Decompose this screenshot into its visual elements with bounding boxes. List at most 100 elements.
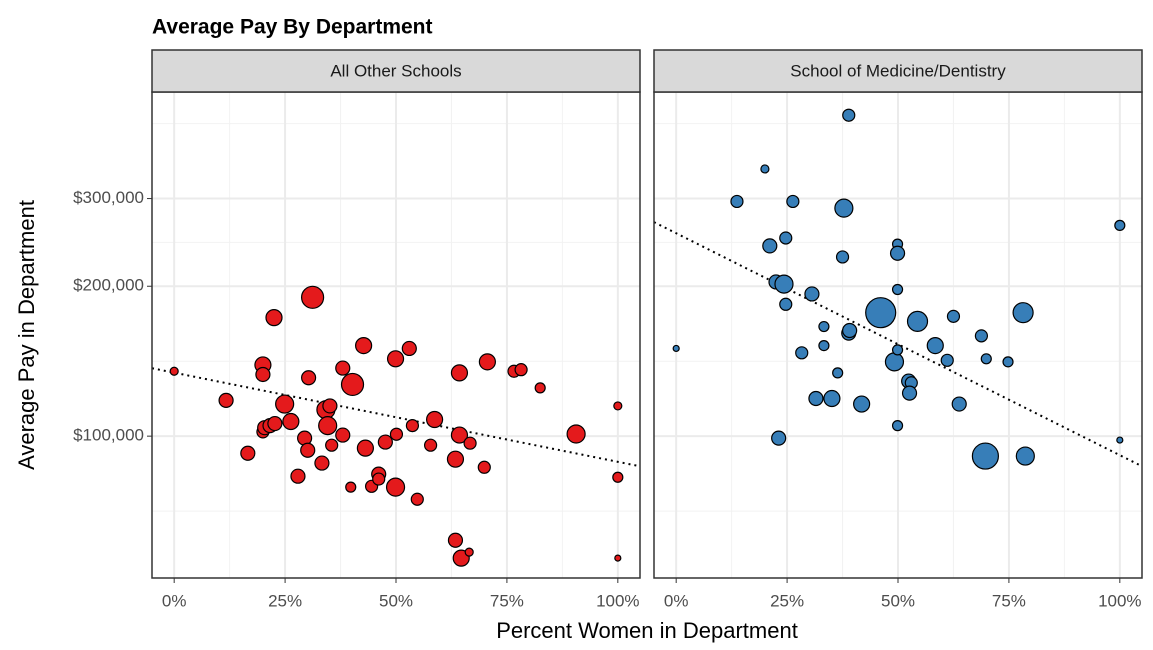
- point: [779, 231, 793, 245]
- x-tick-label: 100%: [596, 591, 639, 610]
- point: [614, 554, 622, 562]
- point: [891, 344, 904, 356]
- point: [612, 471, 624, 483]
- y-tick-label: $200,000: [73, 276, 144, 295]
- point: [613, 401, 623, 411]
- point: [971, 442, 999, 470]
- point: [478, 353, 496, 371]
- point: [356, 439, 374, 457]
- x-tick-label: 0%: [664, 591, 689, 610]
- point: [1002, 356, 1014, 368]
- x-tick-label: 75%: [992, 591, 1026, 610]
- point: [389, 427, 404, 441]
- chart-title: Average Pay By Department: [152, 16, 433, 39]
- point: [450, 364, 469, 382]
- point: [832, 367, 844, 379]
- point: [760, 164, 770, 174]
- x-tick-label: 50%: [881, 591, 915, 610]
- point: [835, 250, 850, 264]
- point: [425, 410, 444, 429]
- point: [786, 194, 800, 209]
- x-tick-label: 100%: [1098, 591, 1141, 610]
- strip-label: School of Medicine/Dentistry: [790, 61, 1006, 80]
- point: [322, 398, 338, 414]
- point: [290, 468, 306, 484]
- point: [808, 390, 824, 407]
- point: [818, 339, 830, 352]
- point: [325, 438, 339, 452]
- point: [779, 297, 793, 311]
- point: [477, 460, 491, 474]
- point: [980, 353, 992, 365]
- point: [446, 450, 465, 468]
- x-tick-label: 75%: [490, 591, 524, 610]
- point: [318, 416, 338, 436]
- point: [834, 198, 854, 218]
- x-tick-label: 25%: [268, 591, 302, 610]
- point: [300, 442, 316, 458]
- point: [534, 382, 546, 394]
- point: [377, 434, 393, 450]
- point: [345, 481, 357, 493]
- y-tick-label: $300,000: [73, 188, 144, 207]
- strip: [151, 49, 641, 93]
- point: [774, 274, 794, 294]
- point: [818, 320, 830, 333]
- point: [372, 472, 386, 486]
- point: [450, 426, 469, 444]
- point: [823, 389, 841, 408]
- point: [566, 424, 586, 444]
- point: [410, 492, 424, 506]
- point: [974, 329, 989, 343]
- point: [1012, 302, 1034, 324]
- point: [884, 352, 905, 372]
- strip-label: All Other Schools: [330, 61, 461, 80]
- point: [853, 395, 871, 413]
- y-axis-label: Average Pay in Department: [14, 200, 39, 470]
- point: [926, 336, 944, 355]
- x-tick-label: 50%: [379, 591, 413, 610]
- point: [424, 438, 438, 452]
- point: [240, 445, 256, 461]
- point: [314, 455, 330, 471]
- point: [842, 108, 856, 122]
- point: [730, 194, 744, 209]
- point: [218, 392, 234, 408]
- point: [842, 322, 858, 339]
- strip: [653, 49, 1143, 93]
- point: [447, 532, 464, 548]
- y-tick-label: $100,000: [73, 426, 144, 445]
- point: [405, 419, 420, 433]
- point: [335, 360, 351, 376]
- point: [282, 412, 300, 431]
- point: [265, 309, 283, 327]
- point: [385, 477, 406, 497]
- point: [255, 366, 271, 383]
- point: [401, 340, 417, 357]
- point: [355, 336, 373, 355]
- point: [771, 430, 787, 446]
- point: [514, 363, 528, 377]
- point: [1116, 436, 1124, 444]
- point: [1114, 219, 1126, 231]
- x-axis-label: Percent Women in Department: [496, 618, 798, 643]
- point: [169, 366, 179, 376]
- point: [804, 286, 820, 302]
- point: [891, 283, 904, 296]
- point: [672, 344, 680, 353]
- point: [340, 372, 365, 397]
- point: [889, 245, 906, 261]
- point: [464, 547, 474, 557]
- point: [940, 353, 954, 367]
- trend-line: [151, 367, 641, 468]
- point: [386, 350, 405, 368]
- point: [951, 396, 967, 412]
- point: [865, 297, 897, 329]
- point: [946, 309, 961, 323]
- point: [1015, 446, 1035, 466]
- trend-line: [653, 221, 1143, 468]
- point: [901, 385, 918, 401]
- x-tick-label: 0%: [162, 591, 187, 610]
